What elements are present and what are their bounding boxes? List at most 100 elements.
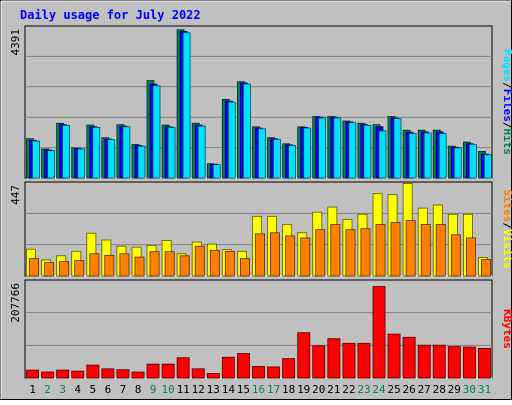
bar-kbytes-day-7 <box>116 369 130 379</box>
bar-sites-day-31 <box>480 259 491 277</box>
bar-kbytes-day-22 <box>342 342 356 379</box>
bar-kbytes-day-16 <box>252 365 266 379</box>
bar-kbytes-day-20 <box>312 345 326 379</box>
bar-kbytes-day-11 <box>176 357 190 379</box>
bar-sites-day-28 <box>435 224 446 277</box>
legend-entry-visits: Visits <box>501 229 512 269</box>
bar-kbytes-day-12 <box>191 368 205 379</box>
bar-kbytes-day-30 <box>462 346 476 379</box>
bar-kbytes-day-6 <box>101 368 115 379</box>
x-tick-label: 22 <box>342 383 355 396</box>
legend-entry-hits: Hits <box>501 129 512 156</box>
bar-kbytes-day-18 <box>282 358 296 379</box>
side-legend: KBytes <box>501 309 512 349</box>
bar-sites-day-4 <box>74 260 85 277</box>
x-tick-label: 12 <box>192 383 205 396</box>
bar-sites-day-18 <box>285 235 296 277</box>
bar-sites-day-21 <box>330 224 341 277</box>
bar-sites-day-2 <box>44 262 55 277</box>
legend-entry-kbytes: KBytes <box>501 309 512 349</box>
legend-entry-files: Files <box>501 89 512 122</box>
panel-2: 447 Sites/Visits <box>9 181 512 277</box>
bar-pages-day-31 <box>483 154 492 179</box>
bar-sites-day-30 <box>465 237 476 277</box>
panels: 4391Pages/Files/Hits447Sites/Visits20776… <box>9 25 512 379</box>
bar-pages-day-30 <box>468 144 477 179</box>
bar-kbytes-day-24 <box>372 286 386 379</box>
bar-pages-day-17 <box>273 138 281 179</box>
y-max-label: 447 <box>9 185 22 205</box>
bar-pages-day-27 <box>423 132 432 179</box>
x-tick-label: 10 <box>161 383 174 396</box>
bar-sites-day-19 <box>300 237 311 277</box>
bar-sites-day-26 <box>405 219 416 277</box>
bar-kbytes-day-3 <box>56 369 70 379</box>
chart-title: Daily usage for July 2022 <box>20 8 201 22</box>
bar-kbytes-day-5 <box>86 364 100 379</box>
bar-sites-day-7 <box>119 253 130 277</box>
x-tick-label: 11 <box>177 383 190 396</box>
bar-sites-day-14 <box>224 250 235 277</box>
bar-pages-day-10 <box>167 127 176 179</box>
x-tick-label: 7 <box>120 383 127 396</box>
bar-kbytes-day-25 <box>387 333 401 379</box>
x-tick-label: 14 <box>222 383 236 396</box>
x-tick-label: 25 <box>387 383 400 396</box>
x-tick-label: 27 <box>418 383 431 396</box>
bar-sites-day-3 <box>59 261 70 277</box>
bar-pages-day-26 <box>408 133 417 179</box>
bar-pages-day-4 <box>77 148 86 179</box>
bar-kbytes-day-23 <box>357 342 371 379</box>
bar-pages-day-2 <box>47 150 55 179</box>
bar-pages-day-29 <box>453 147 462 179</box>
x-tick-label: 5 <box>89 383 96 396</box>
bar-pages-day-14 <box>227 101 236 179</box>
bar-sites-day-8 <box>134 256 145 277</box>
x-tick-label: 24 <box>372 383 386 396</box>
x-tick-label: 4 <box>74 383 81 396</box>
bar-pages-day-19 <box>303 127 312 179</box>
bar-sites-day-9 <box>149 251 160 277</box>
bar-pages-day-15 <box>242 83 251 179</box>
bar-pages-day-3 <box>62 125 70 179</box>
bar-kbytes-day-4 <box>71 370 85 379</box>
legend-separator: / <box>501 122 512 129</box>
bar-pages-day-21 <box>333 117 342 179</box>
bar-sites-day-22 <box>345 229 356 277</box>
bar-sites-day-16 <box>255 233 266 277</box>
bar-sites-day-20 <box>315 229 326 277</box>
bar-sites-day-5 <box>89 253 100 277</box>
bar-kbytes-day-31 <box>477 347 491 379</box>
bar-kbytes-day-28 <box>432 344 446 379</box>
x-tick-label: 13 <box>207 383 220 396</box>
bar-kbytes-day-15 <box>236 353 250 379</box>
bar-pages-day-24 <box>378 130 387 179</box>
side-legend: Pages/Files/Hits <box>501 49 512 155</box>
bar-pages-day-16 <box>258 128 266 179</box>
bar-kbytes-day-19 <box>297 332 311 379</box>
side-legend: Sites/Visits <box>501 189 512 269</box>
bar-kbytes-day-27 <box>417 344 431 379</box>
bar-kbytes-day-26 <box>402 336 416 379</box>
bar-pages-day-9 <box>152 85 161 179</box>
bar-sites-day-23 <box>360 228 371 277</box>
bar-pages-day-25 <box>393 118 402 179</box>
bar-pages-day-23 <box>363 125 372 179</box>
bar-sites-day-10 <box>164 251 175 277</box>
panel-3: 207766 KBytes <box>9 279 512 379</box>
x-tick-label: 20 <box>312 383 325 396</box>
bar-kbytes-day-10 <box>161 363 175 379</box>
bar-sites-day-12 <box>194 245 205 277</box>
x-tick-label: 21 <box>327 383 340 396</box>
bar-pages-day-18 <box>288 145 297 179</box>
bar-kbytes-day-9 <box>146 363 160 379</box>
x-tick-label: 26 <box>402 383 415 396</box>
y-max-label: 207766 <box>9 283 22 323</box>
legend-separator: / <box>501 82 512 89</box>
x-tick-label: 30 <box>463 383 476 396</box>
legend-entry-sites: Sites <box>501 189 512 222</box>
x-tick-label: 16 <box>252 383 265 396</box>
bar-sites-day-24 <box>375 224 386 277</box>
